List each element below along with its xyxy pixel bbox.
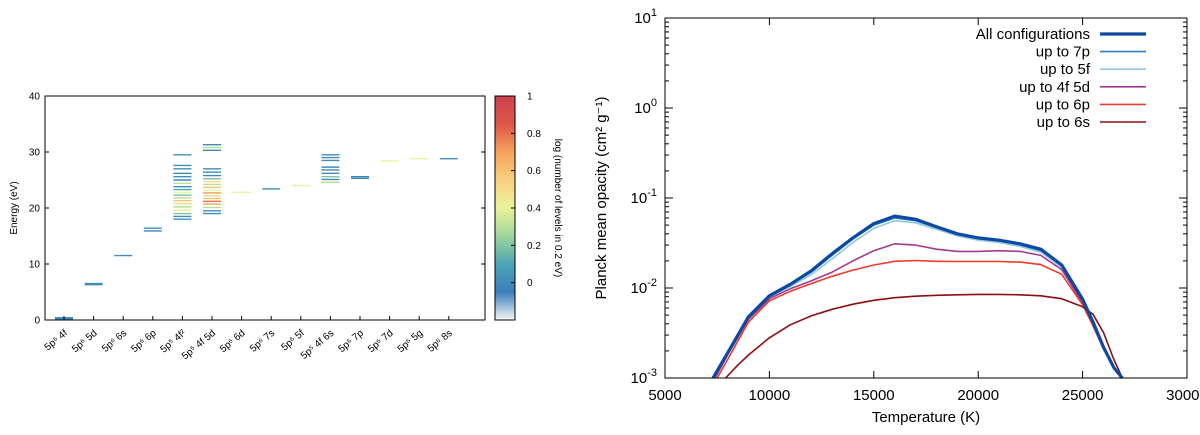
temperature-tick-label: 20000 (957, 387, 999, 404)
legend-label: up to 7p (1036, 44, 1090, 61)
colorbar-tick-label: 0 (527, 278, 533, 289)
legend-label: All configurations (976, 26, 1090, 43)
temperature-tick-label: 25000 (1062, 387, 1104, 404)
configuration-label: 5p⁶ 4f (43, 328, 70, 354)
series-line-0 (711, 214, 1124, 380)
level-lines (55, 144, 458, 320)
temperature-tick-label: 15000 (853, 387, 895, 404)
opacity-tick-label: 10-1 (631, 187, 657, 207)
configuration-label: 5p⁶ 7p (337, 328, 367, 355)
legend-label: up to 4f 5d (1019, 79, 1090, 96)
opacity-series-lines (711, 214, 1124, 380)
energy-tick-label: 10 (29, 260, 41, 271)
opacity-tick-label: 101 (634, 7, 657, 27)
legend-label: up to 6s (1037, 114, 1090, 131)
colorbar-ticks: 0 0.2 0.4 0.6 0.8 1 (511, 92, 541, 289)
configuration-label: 5p⁶ 7d (366, 328, 395, 355)
configuration-label: 5p⁵ 4f 6s (299, 328, 337, 362)
configuration-label: 5p⁶ 5g (396, 328, 425, 355)
colorbar-label: log (number of levels in 0.2 eV) (552, 139, 563, 277)
colorbar-tick-label: 0.6 (527, 166, 541, 177)
configuration-label: 5p⁵ 4f 5d (180, 328, 218, 362)
colorbar-tick-label: 0.4 (527, 204, 541, 215)
colorbar-tick-label: 0.2 (527, 241, 541, 252)
legend-label: up to 5f (1040, 61, 1091, 78)
configuration-label: 5p⁶ 8s (426, 328, 455, 355)
configuration-label: 5p⁶ 6p (129, 328, 159, 355)
energy-y-ticks: 0 10 20 30 40 (29, 92, 485, 327)
temperature-tick-label: 10000 (749, 387, 791, 404)
opacity-tick-label: 10-2 (631, 277, 657, 297)
temperature-tick-label: 5000 (648, 387, 681, 404)
configuration-label: 5p⁶ 6s (100, 328, 129, 355)
energy-tick-label: 40 (29, 92, 41, 103)
energy-plot-frame (44, 95, 486, 321)
configuration-label: 5p⁶ 6d (218, 328, 247, 355)
opacity-y-axis-label: Planck mean opacity (cm² g⁻¹) (593, 97, 610, 300)
colorbar-tick-label: 0.8 (527, 129, 541, 140)
energy-y-axis-label: Energy (eV) (9, 181, 20, 234)
configuration-label: 5p⁶ 5d (70, 328, 99, 355)
colorbar-tick-label: 1 (527, 92, 533, 103)
opacity-y-ticks: 10-3 10-2 10-1 100 101 (631, 7, 1187, 387)
energy-tick-label: 0 (34, 316, 40, 327)
opacity-tick-label: 10-3 (631, 367, 657, 387)
series-line-5 (725, 293, 1124, 379)
temperature-x-ticks: 5000 10000 15000 20000 25000 30000 (648, 18, 1200, 404)
series-line-4 (716, 259, 1123, 379)
configuration-label: 5p⁶ 7s (248, 328, 277, 355)
legend-label: up to 6p (1036, 96, 1090, 113)
energy-tick-label: 20 (29, 204, 41, 215)
opacity-tick-label: 100 (634, 97, 657, 117)
temperature-tick-label: 30000 (1166, 387, 1200, 404)
temperature-x-axis-label: Temperature (K) (872, 409, 980, 426)
opacity-panel: 50001000015000200002500030000 10-310-210… (593, 7, 1200, 426)
energy-tick-label: 30 (29, 148, 41, 159)
